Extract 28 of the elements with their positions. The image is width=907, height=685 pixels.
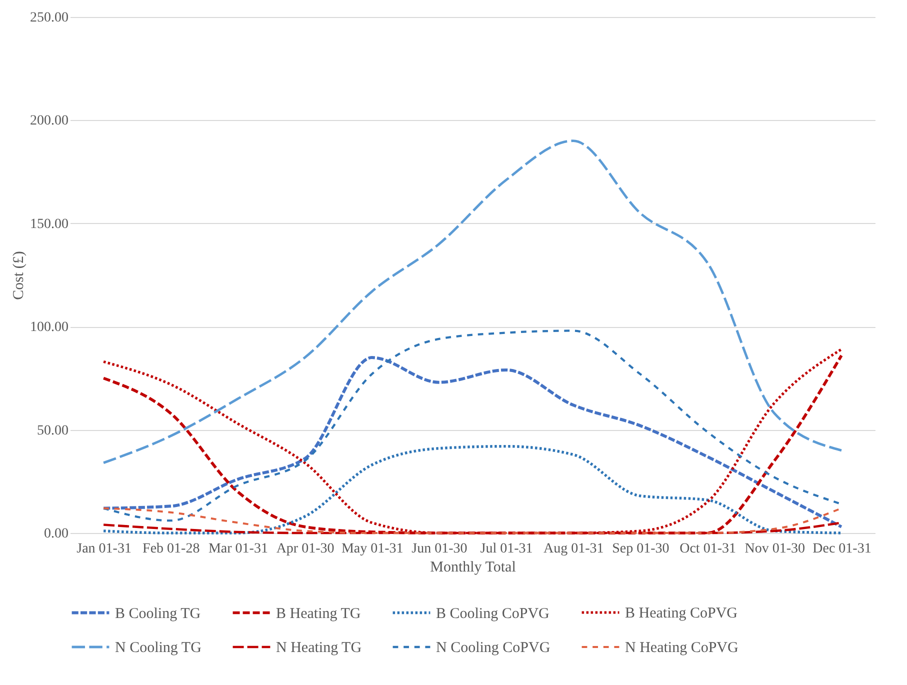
x-tick-label: May 01-31 [341, 542, 404, 556]
legend-label: B Cooling CoPVG [436, 606, 550, 622]
x-axis-title: Monthly Total [430, 560, 516, 576]
y-tick-label: 200.00 [30, 114, 68, 129]
x-tick-label: Nov 01-30 [744, 542, 806, 556]
legend-label: B Heating CoPVG [625, 606, 738, 622]
legend-label: B Cooling TG [115, 606, 201, 622]
legend-label: N Heating CoPVG [625, 640, 738, 656]
y-tick-label: 150.00 [30, 216, 68, 232]
x-tick-label: Mar 01-31 [208, 542, 268, 556]
y-axis-title: Cost (£) [11, 251, 27, 300]
legend-label: N Cooling TG [115, 640, 202, 656]
x-tick-label: Apr 01-30 [276, 542, 334, 556]
x-tick-label: Sep 01-30 [612, 542, 670, 556]
x-tick-label: Jul 01-31 [480, 542, 533, 556]
x-tick-label: Oct 01-31 [680, 542, 736, 556]
legend-label: N Cooling CoPVG [436, 640, 550, 656]
x-tick-label: Jan 01-31 [76, 542, 132, 556]
x-tick-label: Dec 01-31 [812, 542, 872, 556]
legend-label: N Heating TG [276, 640, 362, 656]
x-tick-label: Feb 01-28 [142, 542, 200, 556]
y-tick-label: 100.00 [30, 320, 68, 336]
x-tick-label: Aug 01-31 [543, 542, 604, 556]
y-tick-label: 50.00 [37, 423, 68, 438]
y-tick-label: 0.00 [44, 526, 68, 542]
legend-label: B Heating TG [276, 606, 361, 622]
y-tick-label: 250.00 [30, 10, 68, 26]
x-tick-label: Jun 01-30 [412, 542, 468, 556]
